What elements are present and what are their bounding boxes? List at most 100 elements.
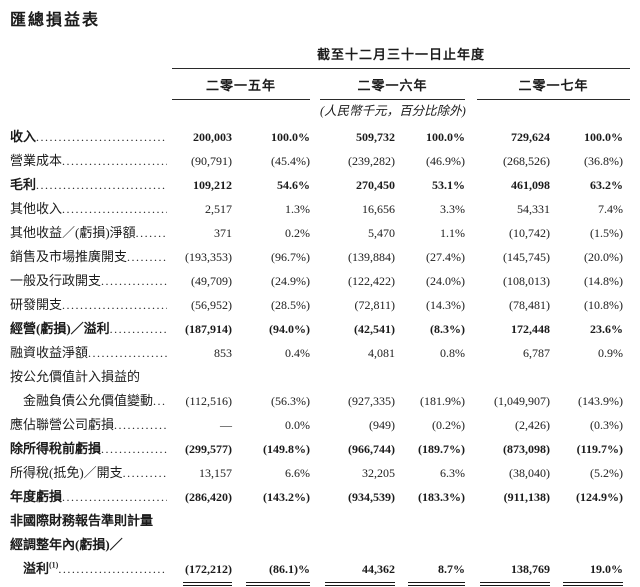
cell-percent [232, 365, 310, 389]
cell-percent: (36.8%) [584, 154, 623, 168]
cell-percent: (10.8%) [584, 298, 623, 312]
cell-value: — [220, 418, 232, 432]
row-label: 其他收入 [10, 201, 63, 216]
cell-value: 138,769 [465, 557, 550, 586]
cell-percent: 7.4% [598, 202, 623, 216]
cell-percent: (183.3%) [418, 490, 465, 504]
cell-percent: 0.8% [440, 346, 465, 360]
row-label: 經調整年內(虧損)／ [10, 537, 123, 552]
table-row: 經調整年內(虧損)／ [10, 533, 630, 557]
dotted-leader [101, 269, 167, 293]
cell-value: 4,081 [368, 346, 395, 360]
cell-value: (56,952) [191, 298, 232, 312]
cell-value: (873,098) [503, 442, 550, 456]
cell-percent [232, 533, 310, 557]
table-row: 年度虧損 (286,420) (143.2%) (934,539) (183.3%) (9… [10, 485, 630, 509]
cell-percent: (28.5%) [271, 298, 310, 312]
row-label: 經營(虧損)／溢利 [10, 321, 110, 336]
cell-percent: (1.5%) [590, 226, 623, 240]
row-label-cell: 一般及行政開支 [10, 269, 172, 293]
cell-percent: (27.4%) [426, 250, 465, 264]
cell-percent: (181.9%) [420, 394, 465, 408]
cell-value: 6,787 [523, 346, 550, 360]
row-label: 按公允價值計入損益的 [10, 369, 141, 384]
row-label: 融資收益淨額 [10, 345, 89, 360]
cell-percent: (86.1)% [232, 557, 310, 586]
cell-value [172, 533, 232, 557]
row-label-cell: 按公允價值計入損益的 [10, 365, 172, 389]
period-header: 截至十二月三十一日止年度 [172, 47, 630, 69]
footnote-marker: (1) [49, 560, 59, 570]
cell-value: 109,212 [193, 178, 232, 192]
dotted-leader [101, 437, 167, 461]
cell-value: (112,516) [185, 394, 232, 408]
row-label: 毛利 [10, 177, 37, 192]
row-label: 其他收益／(虧損)淨額 [10, 225, 136, 240]
cell-value: 5,470 [368, 226, 395, 240]
cell-percent: (143.9%) [578, 394, 623, 408]
cell-percent: 0.2% [285, 226, 310, 240]
table-row: 毛利 109,212 54.6% 270,450 53.1% 461,098 63.2% [10, 173, 630, 197]
cell-percent: 63.2% [590, 178, 623, 192]
table-row: 營業成本 (90,791) (45.4%) (239,282) (46.9%) (268,… [10, 149, 630, 173]
cell-value: 200,003 [193, 130, 232, 144]
cell-percent: 53.1% [432, 178, 465, 192]
cell-percent: 6.3% [440, 466, 465, 480]
cell-percent [232, 509, 310, 533]
row-label-cell: 金融負債公允價值變動 [10, 389, 172, 413]
dotted-leader [62, 197, 167, 221]
dotted-leader [88, 341, 167, 365]
cell-percent [395, 533, 465, 557]
dotted-leader [62, 149, 167, 173]
row-label-cell: 營業成本 [10, 149, 172, 173]
cell-value: (42,541) [354, 322, 395, 336]
cell-value: (193,353) [185, 250, 232, 264]
cell-percent [395, 509, 465, 533]
row-label-cell: 其他收益／(虧損)淨額 [10, 221, 172, 245]
column-header-2015: 二零一五年 [172, 69, 310, 100]
table-row: 非國際財務報告準則計量 [10, 509, 630, 533]
cell-percent: 0.9% [598, 346, 623, 360]
cell-percent: 8.7% [395, 557, 466, 586]
row-label-cell: 所得稅(抵免)／開支 [10, 461, 172, 485]
table-row: 所得稅(抵免)／開支 13,157 6.6% 32,205 6.3% (38,040) (5… [10, 461, 630, 485]
table-row: 研發開支 (56,952) (28.5%) (72,811) (14.3%) (78,48… [10, 293, 630, 317]
cell-value [310, 365, 395, 389]
row-label-cell: 經營(虧損)／溢利 [10, 317, 172, 341]
row-label: 溢利(1) [23, 560, 59, 576]
cell-value [172, 365, 232, 389]
table-row: 其他收入 2,517 1.3% 16,656 3.3% 54,331 7.4% [10, 197, 630, 221]
cell-percent: 100.0% [271, 130, 310, 144]
cell-percent [550, 509, 630, 533]
row-label-cell: 銷售及市場推廣開支 [10, 245, 172, 269]
row-label: 所得稅(抵免)／開支 [10, 465, 123, 480]
cell-percent: (45.4%) [271, 154, 310, 168]
dotted-leader [110, 317, 167, 341]
cell-percent: (143.2%) [263, 490, 310, 504]
row-label-cell: 除所得稅前虧損 [10, 437, 172, 461]
cell-value: (239,282) [348, 154, 395, 168]
cell-value: 13,157 [199, 466, 232, 480]
dotted-leader [136, 221, 167, 245]
cell-value [172, 509, 232, 533]
dotted-leader [62, 293, 167, 317]
row-label-cell: 經調整年內(虧損)／ [10, 533, 172, 557]
table-row: 融資收益淨額 853 0.4% 4,081 0.8% 6,787 0.9% [10, 341, 630, 365]
dotted-leader [114, 413, 167, 437]
row-label: 營業成本 [10, 153, 63, 168]
cell-percent: (96.7%) [271, 250, 310, 264]
cell-value: (10,742) [509, 226, 550, 240]
cell-value: 509,732 [356, 130, 395, 144]
row-label-cell: 毛利 [10, 173, 172, 197]
cell-percent: 23.6% [590, 322, 623, 336]
table-body: 收入 200,003 100.0% 509,732 100.0% 729,624 100.0… [10, 125, 630, 586]
cell-percent: (5.2%) [590, 466, 623, 480]
cell-percent: (46.9%) [426, 154, 465, 168]
cell-percent: (149.8%) [263, 442, 310, 456]
cell-percent: (24.9%) [271, 274, 310, 288]
row-label-cell: 研發開支 [10, 293, 172, 317]
row-label-cell: 應佔聯營公司虧損 [10, 413, 172, 437]
cell-percent: (94.0%) [269, 322, 310, 336]
cell-value: (72,811) [354, 298, 395, 312]
